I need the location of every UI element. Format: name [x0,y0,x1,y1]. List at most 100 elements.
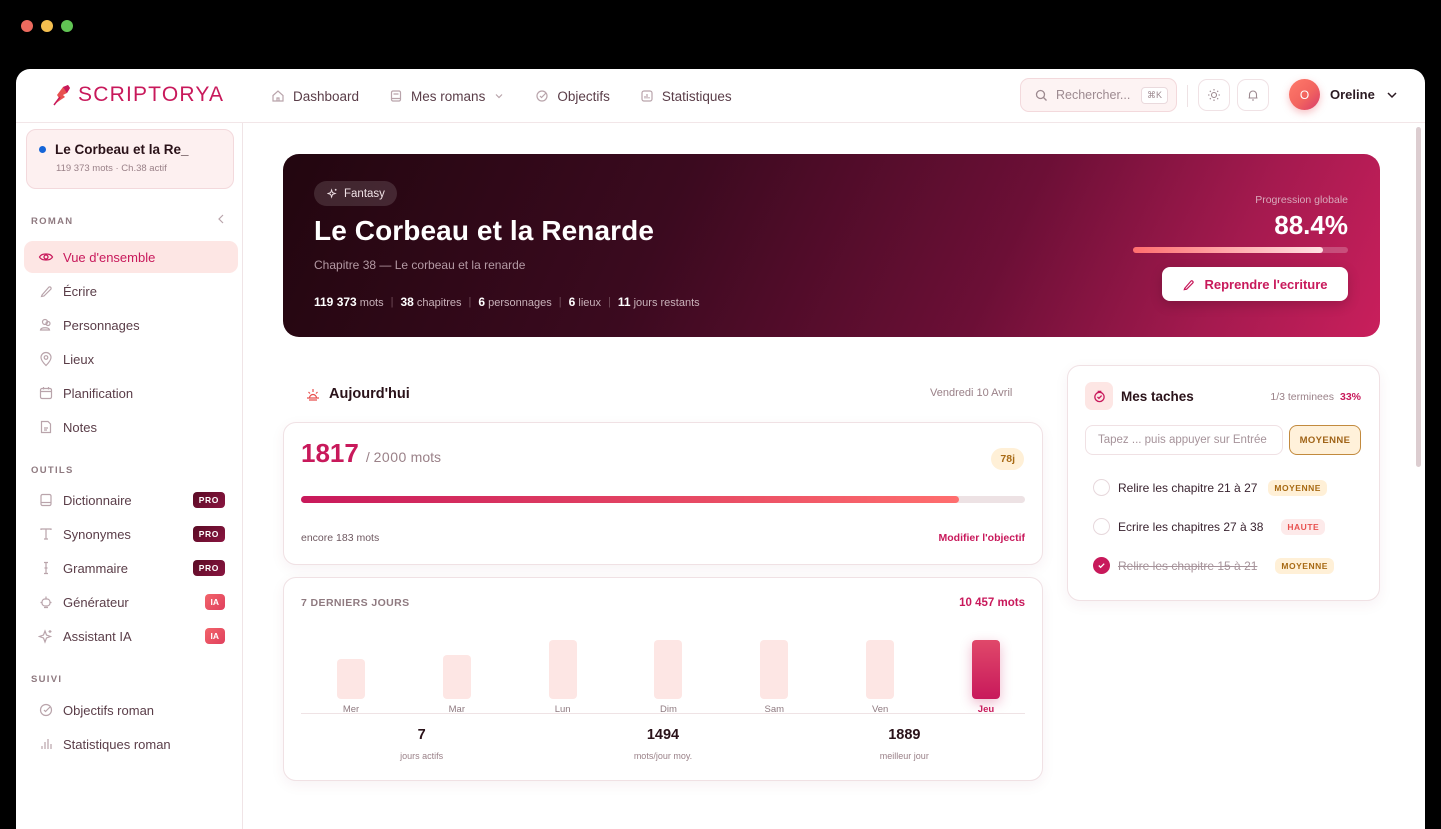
chart-icon [641,90,653,102]
sidebar-item-generateur[interactable]: Générateur IA [24,586,238,618]
user-menu[interactable]: O Oreline [1289,79,1399,110]
target-icon [536,90,548,102]
sunrise-icon [307,389,319,401]
sidebar-item-assistant-ia[interactable]: Assistant IA IA [24,620,238,652]
nav-dashboard-label: Dashboard [293,88,360,104]
divider [1187,85,1188,107]
ia-badge: IA [204,594,225,610]
resume-writing-button[interactable]: Reprendre l'ecriture [1162,267,1348,301]
stat-label: mots [359,297,384,309]
today-title: Aujourd'hui [329,386,410,402]
collapse-sidebar-icon[interactable] [216,213,226,225]
user-name: Oreline [1330,87,1375,102]
sidebar-item-vue-ensemble[interactable]: Vue d'ensemble [24,241,238,273]
sidebar-item-synonymes[interactable]: Synonymes PRO [24,518,238,550]
tasks-icon-box [1085,382,1113,410]
streak-badge: 78j [991,448,1024,470]
chevron-down-icon [495,94,503,99]
daily-progress-fill [301,496,959,503]
bar [760,640,789,699]
nav-statistiques[interactable]: Statistiques [640,89,732,104]
bar-label: Lun [554,704,571,715]
bar-day-sam: Sam [760,618,789,715]
priority-selector[interactable]: MOYENNE [1289,425,1361,455]
tasks-title: Mes taches [1121,389,1194,404]
stat-label: jours actifs [400,751,444,761]
sidebar-item-dictionnaire[interactable]: Dictionnaire PRO [24,484,238,516]
close-window-button[interactable] [21,20,33,32]
sidebar-item-personnages[interactable]: Personnages [24,309,238,341]
sidebar-item-ecrire[interactable]: Écrire [24,275,238,307]
task-checkbox[interactable] [1093,479,1110,496]
last-7-days-card: 7 DERNIERS JOURS 10 457 mots Mer Mar Lun Di… [283,577,1043,781]
week-total: 10 457 mots [959,597,1025,609]
sidebar-item-notes[interactable]: Notes [24,411,238,443]
pencil-icon [1183,279,1195,290]
nav-objectifs-label: Objectifs [557,88,610,104]
users-icon [39,318,51,331]
sun-icon [1208,89,1220,101]
project-meta: 119 373 mots · Ch.38 actif [56,163,167,174]
section-label-outils: OUTILS [31,465,74,476]
bar-label: Jeu [977,704,995,715]
global-progress-label: Progression globale [1255,194,1348,206]
theme-toggle-button[interactable] [1198,79,1230,111]
global-progress-fill [1133,247,1324,253]
search-box[interactable]: Rechercher... ⌘K [1020,78,1177,112]
sidebar-item-label: Dictionnaire [63,492,132,508]
current-project-card[interactable]: Le Corbeau et la Re_ 119 373 mots · Ch.3… [26,129,234,189]
nav-objectifs[interactable]: Objectifs [535,89,610,104]
novel-hero-banner: Fantasy Le Corbeau et la Renarde Chapitr… [283,154,1380,337]
section-label-roman: ROMAN [31,216,74,227]
resume-writing-label: Reprendre l'ecriture [1204,276,1328,292]
sidebar-item-statistiques-roman[interactable]: Statistiques roman [24,728,238,760]
nav-dashboard[interactable]: Dashboard [271,89,359,104]
divider [301,713,1025,714]
maximize-window-button[interactable] [61,20,73,32]
stat-label: personnages [488,297,552,309]
new-task-input[interactable] [1085,425,1283,455]
scrollbar[interactable] [1416,127,1421,467]
sidebar-item-planification[interactable]: Planification [24,377,238,409]
bar-label: Ven [871,704,889,715]
sidebar-item-label: Statistiques roman [63,736,171,752]
window-controls [21,20,73,32]
task-checkbox-checked[interactable] [1093,557,1110,574]
text-cursor-icon [44,561,48,575]
sidebar-item-lieux[interactable]: Lieux [24,343,238,375]
bar [337,659,365,699]
brand-logo[interactable]: SCRIPTORYA [52,83,224,107]
text-icon [40,528,52,540]
genre-label: Fantasy [344,187,385,200]
bar-day-mer: Mer [337,618,365,715]
task-checkbox[interactable] [1093,518,1110,535]
search-icon [1035,89,1047,101]
check-circle-icon [1093,390,1105,402]
minimize-window-button[interactable] [41,20,53,32]
task-text: Relire les chapitre 21 à 27 [1118,480,1258,495]
home-icon [272,90,284,102]
notifications-button[interactable] [1237,79,1269,111]
sidebar-item-objectifs-roman[interactable]: Objectifs roman [24,694,238,726]
genre-tag: Fantasy [314,181,397,206]
global-progress-value: 88.4% [1274,210,1348,240]
words-goal: / 2000 mots [365,449,442,465]
stat-value: 38 [400,295,414,309]
calendar-icon [39,387,53,400]
chevron-down-icon [1387,91,1397,98]
sidebar-item-grammaire[interactable]: Grammaire PRO [24,552,238,584]
edit-goal-link[interactable]: Modifier l'objectif [938,532,1026,544]
stat-value: 6 [478,295,486,309]
bar-day-mar: Mar [442,618,471,715]
daily-goal-card: 1817 / 2000 mots 78j encore 183 mots Mod… [283,422,1043,565]
stat-avg-words: 1494 mots/jour moy. [542,727,783,761]
sidebar-item-label: Vue d'ensemble [63,249,156,265]
separator: | [468,296,472,308]
main-content: Fantasy Le Corbeau et la Renarde Chapitr… [244,123,1425,829]
bar-label: Mer [342,704,360,715]
project-title: Le Corbeau et la Re_ [55,142,189,157]
nav-mes-romans[interactable]: Mes romans [389,89,505,104]
section-label-suivi: SUIVI [31,674,63,685]
sidebar-item-label: Notes [63,419,97,435]
stat-label: jours restants [633,297,700,309]
